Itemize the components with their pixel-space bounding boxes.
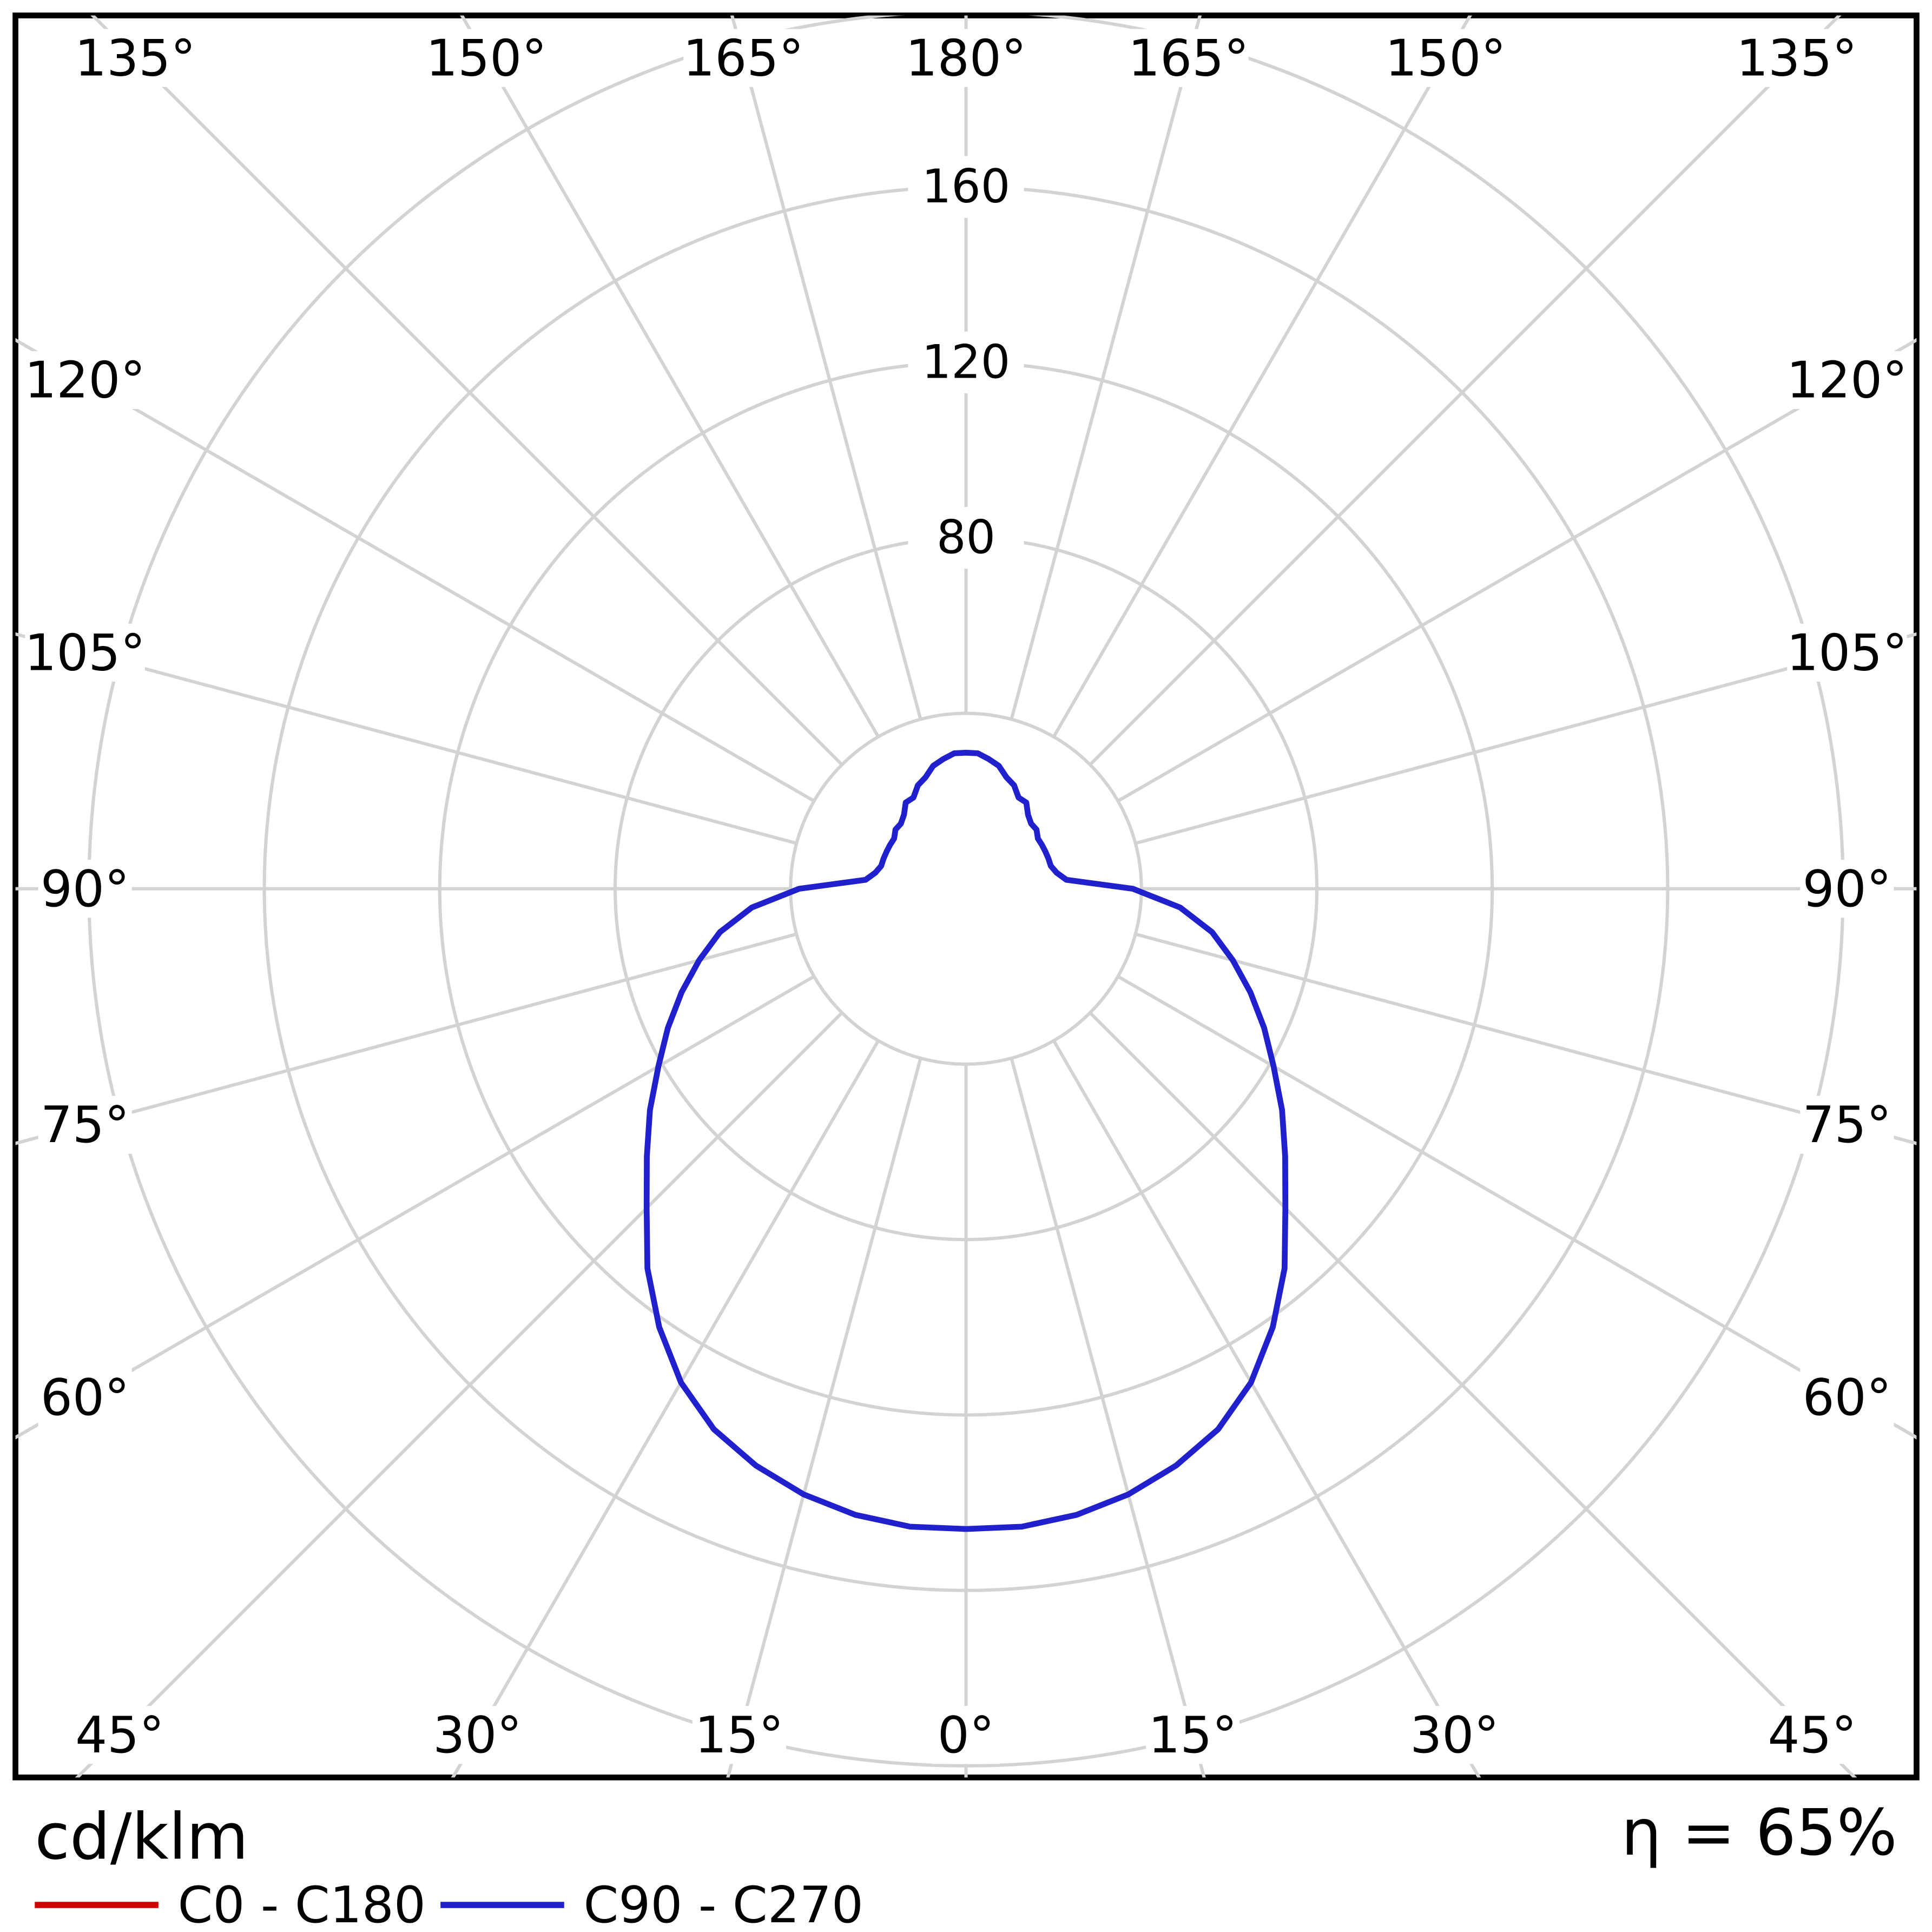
angle-label: 30° [1410,1706,1499,1764]
legend: C0 - C180 C90 - C270 [35,1876,863,1932]
angle-labels: 0° 15° 15° 30° 30° 45° 45° 60° 60° 75° 75° 90° 90° 10… [24,29,1907,1764]
angle-label: 30° [433,1706,522,1764]
angle-label: 15° [695,1706,784,1764]
angle-label-halo [1787,623,1907,682]
radial-label-halo [908,331,1024,394]
angle-label-halo [1800,860,1894,918]
grid-spoke [1117,975,1917,1440]
angle-label: 165° [1128,29,1249,87]
angle-label-halo [430,1706,525,1764]
radial-label-halo [908,156,1024,218]
efficiency-label: η = 65% [1621,1796,1897,1870]
angle-label-halo [1129,29,1249,87]
grid-spoke [730,15,922,720]
grid-spoke [460,15,880,738]
angle-label-halo [1146,1706,1240,1764]
angle-label: 165° [683,29,804,87]
angle-label-halo [25,351,145,410]
angle-label: 0° [938,1706,994,1764]
angle-label-halo [1800,1096,1894,1154]
radial-tick-label: 80 [937,511,995,565]
angle-label-halo [38,860,132,918]
grid-spoke [1052,1039,1481,1778]
angle-label-halo [906,29,1026,87]
angle-label: 75° [1803,1096,1892,1154]
radial-tick-label: 160 [922,160,1011,214]
angle-label: 180° [906,29,1027,87]
angle-label-halo [1407,1706,1502,1764]
angle-label: 45° [75,1706,164,1764]
grid-spoke [1010,1058,1206,1778]
grid-spoke [1052,15,1472,738]
angle-label: 135° [1736,29,1857,87]
angle-label: 75° [41,1096,130,1154]
angle-label-halo [1800,1368,1894,1427]
angle-label-halo [25,623,145,682]
angle-label-halo [692,1706,786,1764]
angle-label-halo [932,1706,1000,1764]
angle-label-halo [1386,29,1506,87]
angle-label: 60° [41,1368,130,1427]
angle-label: 150° [1385,29,1506,87]
curve-c90-c270 [643,749,1289,1532]
angle-label-halo [75,29,195,87]
angle-label-halo [683,29,803,87]
angle-label: 60° [1803,1368,1892,1427]
grid-spoke [15,932,797,1145]
legend-label-c0-c180: C0 - C180 [178,1876,426,1932]
angle-label-halo [1787,351,1907,410]
grid-spoke [726,1058,922,1778]
angle-label-halo [1737,29,1857,87]
grid-spoke [15,975,815,1440]
radial-tick-labels: 80 120 160 [908,156,1024,569]
angle-label: 45° [1768,1706,1857,1764]
units-label: cd/klm [35,1799,248,1874]
angle-label: 15° [1148,1706,1237,1764]
grid-spoke [1010,15,1202,720]
grid-spoke [1117,338,1917,803]
angle-label: 105° [24,623,146,682]
grid-spoke [1135,632,1917,845]
angle-label: 135° [75,29,196,87]
angle-label: 90° [1803,860,1892,918]
radial-label-halo [908,507,1024,569]
grid-spoke [1135,932,1917,1145]
angle-label-halo [426,29,546,87]
angle-label-halo [72,1706,167,1764]
legend-label-c90-c270: C90 - C270 [583,1876,863,1932]
radial-tick-label: 120 [922,335,1011,389]
angle-label: 150° [426,29,547,87]
grid-spoke [15,338,815,803]
angle-label-halo [38,1096,132,1154]
grid-spoke [451,1039,880,1778]
angle-label: 120° [24,351,146,410]
angle-label-halo [1765,1706,1860,1764]
angle-label: 90° [41,860,130,918]
grid-spoke [15,632,797,845]
angle-label: 120° [1786,351,1908,410]
intensity-curves [643,749,1289,1532]
angle-label-halo [38,1368,132,1427]
angle-label: 105° [1786,623,1908,682]
